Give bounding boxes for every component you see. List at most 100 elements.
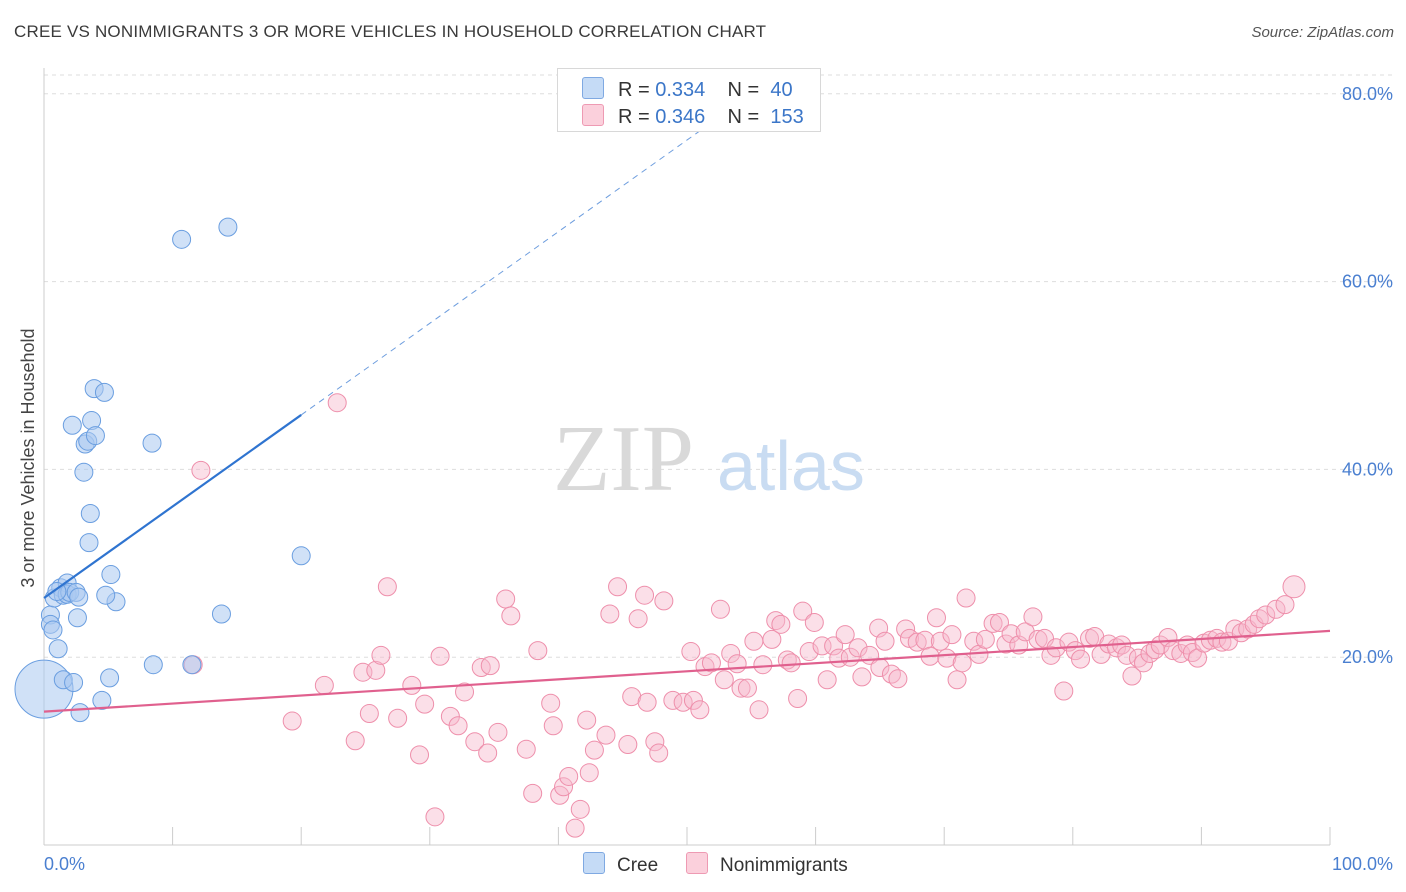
nonimmigrants-point (628, 609, 648, 629)
nonimmigrants-point (366, 660, 386, 680)
nonimmigrants-point (579, 763, 599, 783)
nonimmigrants-point (835, 625, 855, 645)
nonimmigrants-point (618, 735, 638, 755)
cree-point (69, 587, 89, 607)
cree-point (142, 433, 162, 453)
nonimmigrants-point (554, 777, 574, 797)
nonimmigrants-point (817, 670, 837, 690)
y-tick-label: 60.0% (1342, 272, 1393, 292)
cree-point (218, 217, 238, 237)
nonimmigrants-point (804, 612, 824, 632)
nonimmigrants-point (731, 678, 751, 698)
nonimmigrants-point (1282, 575, 1306, 599)
nonimmigrants-point (766, 611, 786, 631)
nonimmigrants-point (501, 606, 521, 626)
legend-row-nonimmigrants: R = 0.346 N = 153 (582, 104, 804, 128)
nonimmigrants-r-value: 0.346 (655, 106, 706, 128)
cree-swatch (582, 77, 604, 99)
nonimmigrants-point (812, 636, 832, 656)
nonimmigrants-point (543, 716, 563, 736)
cree-point (172, 229, 192, 249)
nonimmigrants-point (947, 670, 967, 690)
source-label: Source: ZipAtlas.com (1251, 24, 1394, 41)
nonimmigrants-point (771, 614, 791, 634)
nonimmigrants-point (465, 732, 485, 752)
cree-trend-dashed (300, 112, 726, 416)
bottom-nonimmigrants-swatch (686, 852, 708, 874)
chart-title: CREE VS NONIMMIGRANTS 3 OR MORE VEHICLES… (14, 22, 767, 41)
cree-r-label: R = (618, 79, 650, 101)
nonimmigrants-point (455, 682, 475, 702)
nonimmigrants-point (480, 656, 500, 676)
nonimmigrants-point (896, 619, 916, 639)
nonimmigrants-point (1023, 607, 1043, 627)
bottom-legend-nonimmigrants: Nonimmigrants (686, 852, 848, 877)
cree-point (79, 533, 99, 553)
nonimmigrants-point (415, 694, 435, 714)
nonimmigrants-point (721, 643, 741, 663)
nonimmigrants-point (952, 653, 972, 673)
nonimmigrants-point (875, 631, 895, 651)
nonimmigrants-point (570, 799, 590, 819)
nonimmigrants-point (749, 700, 769, 720)
nonimmigrants-point (1071, 649, 1091, 669)
nonimmigrants-point (727, 654, 747, 674)
nonimmigrants-point (645, 732, 665, 752)
nonimmigrants-point (528, 641, 548, 661)
nonimmigrants-point (926, 608, 946, 628)
nonimmigrants-point (942, 625, 962, 645)
nonimmigrants-point (1054, 681, 1074, 701)
nonimmigrants-point (852, 667, 872, 687)
nonimmigrants-point (907, 632, 927, 652)
nonimmigrants-point (1134, 653, 1154, 673)
watermark-atlas: atlas (717, 427, 865, 505)
nonimmigrants-point (359, 704, 379, 724)
y-tick-label: 40.0% (1342, 459, 1393, 479)
nonimmigrants-point (488, 722, 508, 742)
cree-point (92, 690, 112, 710)
nonimmigrants-point (478, 743, 498, 763)
grid-lines (44, 74, 1392, 658)
nonimmigrants-point (956, 588, 976, 608)
watermark-zip: ZIP (553, 407, 694, 511)
bottom-cree-label: Cree (617, 855, 659, 876)
nonimmigrants-point (888, 669, 908, 689)
nonimmigrants-point (1001, 624, 1021, 644)
nonimmigrants-n-value: 153 (770, 106, 804, 128)
nonimmigrants-point (608, 577, 628, 597)
nonimmigrants-point (690, 700, 710, 720)
nonimmigrants-point (282, 711, 302, 731)
bottom-legend-cree: Cree (583, 852, 658, 877)
cree-point (94, 382, 114, 402)
y-axis-label: 3 or more Vehicles in Household (18, 328, 38, 587)
nonimmigrants-point (788, 689, 808, 709)
correlation-legend: R = 0.334 N = 40 R = 0.346 N = 153 (557, 68, 821, 132)
nonimmigrants-point (1266, 599, 1286, 619)
nonimmigrants-point (1117, 645, 1137, 665)
cree-point (43, 620, 63, 640)
nonimmigrants-point (930, 631, 950, 651)
nonimmigrants-point (425, 807, 445, 827)
nonimmigrants-point (596, 725, 616, 745)
bottom-cree-swatch (583, 852, 605, 874)
cree-point (211, 604, 231, 624)
y-tick-label: 80.0% (1342, 84, 1393, 104)
tick-labels: 20.0% 40.0% 60.0% 80.0% 0.0% 100.0% (44, 84, 1393, 874)
nonimmigrants-point (559, 766, 579, 786)
legend-row-cree: R = 0.334 N = 40 (582, 77, 793, 101)
cree-point (291, 546, 311, 566)
nonimmigrants-point (989, 612, 1009, 632)
nonimmigrants-point (496, 589, 516, 609)
bottom-nonimmigrants-label: Nonimmigrants (720, 855, 848, 876)
nonimmigrants-point (781, 653, 801, 673)
nonimmigrants-point (744, 631, 764, 651)
cree-point (64, 673, 84, 693)
nonimmigrants-point (649, 743, 669, 763)
cree-points (14, 217, 311, 723)
nonimmigrants-point (1256, 605, 1276, 625)
nonimmigrants-point (191, 460, 211, 480)
nonimmigrants-point (714, 670, 734, 690)
cree-point (48, 639, 68, 659)
y-tick-label: 20.0% (1342, 647, 1393, 667)
